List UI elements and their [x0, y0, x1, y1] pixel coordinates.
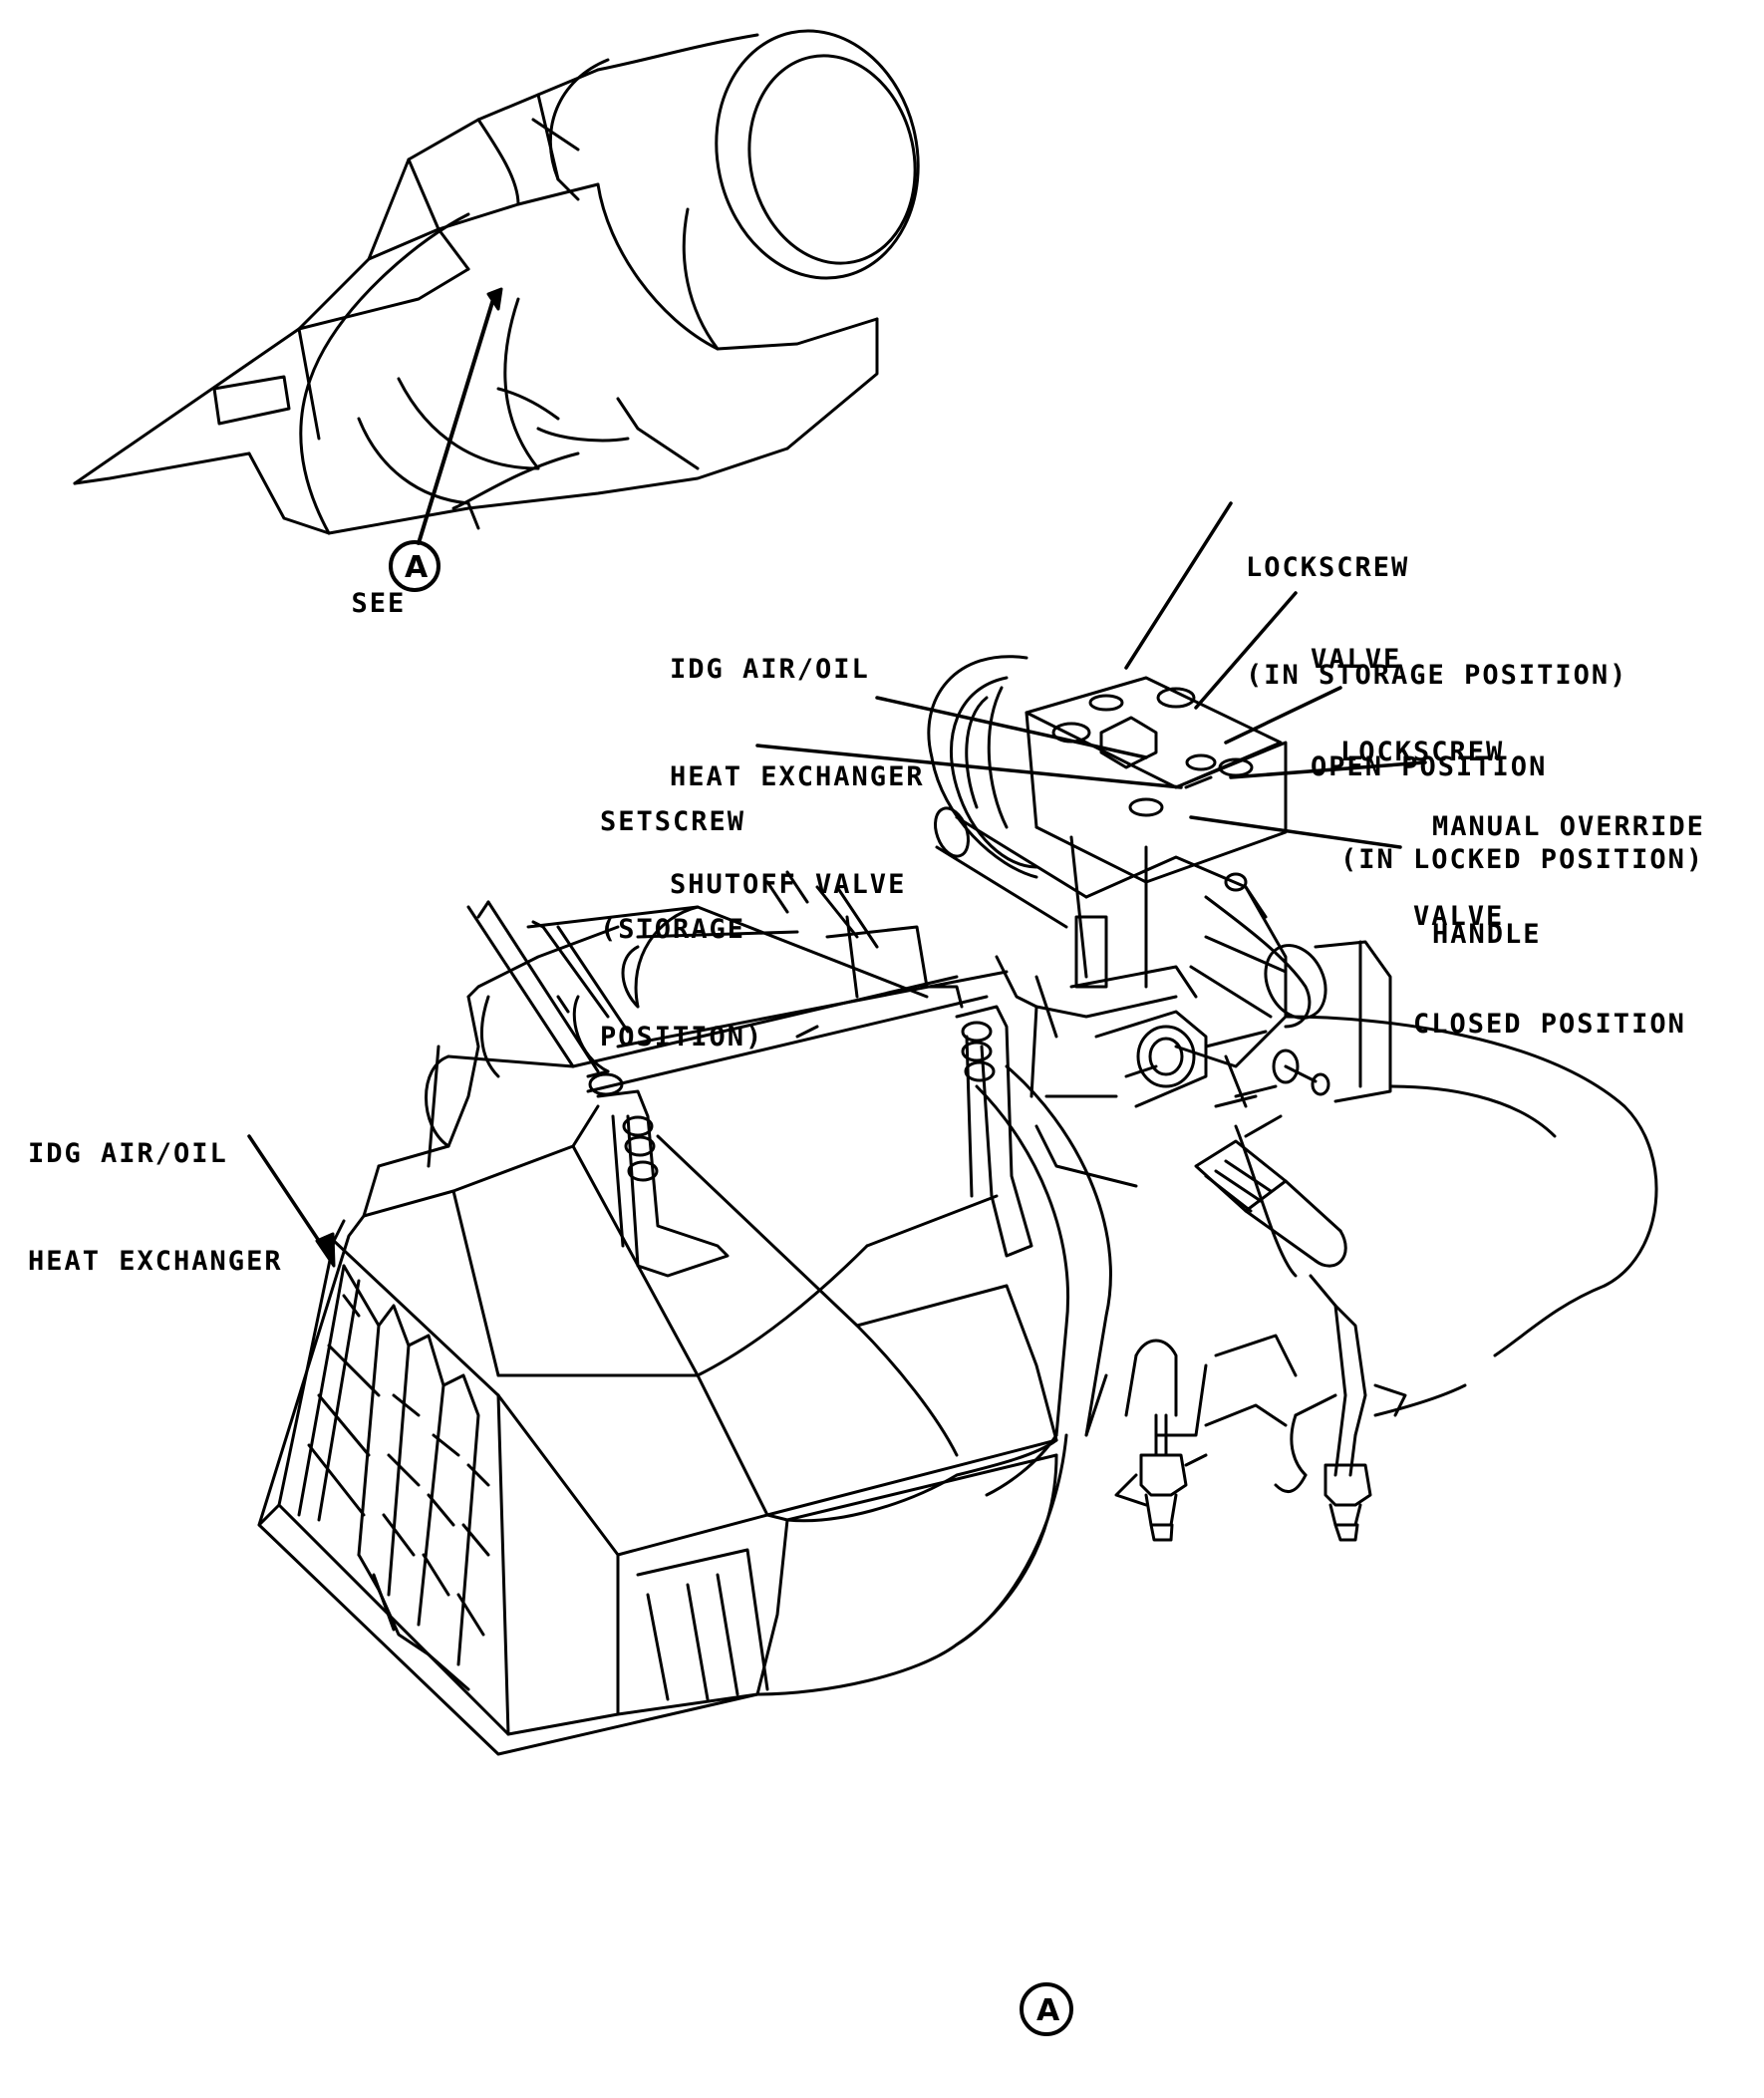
- lockscrew-storage-label: LOCKSCREW (IN STORAGE POSITION): [1246, 478, 1627, 730]
- lockscrew-locked-line-1: LOCKSCREW: [1340, 737, 1505, 767]
- detail-a-callout-top: A: [389, 540, 441, 592]
- detail-a-callout-bottom: A: [1020, 1982, 1073, 2036]
- idg-shutoff-valve-label: IDG AIR/OIL HEAT EXCHANGER SHUTOFF VALVE: [670, 580, 925, 939]
- detail-a-letter-bottom: A: [1036, 1993, 1060, 2028]
- lockscrew-locked-line-2: (IN LOCKED POSITION): [1340, 844, 1705, 875]
- manual-override-line-2: HANDLE: [1432, 919, 1542, 950]
- detail-a-letter-top: A: [405, 550, 429, 585]
- see-label: SEE: [315, 550, 406, 622]
- heat-exchanger-label: IDG AIR/OIL HEAT EXCHANGER: [28, 1064, 283, 1316]
- setscrew-line-3: POSITION): [600, 1022, 764, 1052]
- lockscrew-locked-label: LOCKSCREW (IN LOCKED POSITION): [1340, 663, 1704, 914]
- heat-exchanger-line-1: IDG AIR/OIL: [28, 1138, 228, 1169]
- heat-exchanger-line-2: HEAT EXCHANGER: [28, 1246, 283, 1277]
- valve-closed-line-1: VALVE: [1413, 901, 1505, 932]
- lockscrew-storage-line-1: LOCKSCREW: [1246, 552, 1410, 583]
- valve-open-line-2: OPEN POSITION: [1311, 751, 1548, 782]
- valve-open-label: VALVE OPEN POSITION: [1311, 570, 1547, 821]
- idg-shutoff-valve-line-2: HEAT EXCHANGER: [670, 761, 925, 792]
- setscrew-line-2: (STORAGE: [600, 914, 746, 945]
- engine-overview-drawing: [73, 29, 920, 545]
- manual-override-handle-label: MANUAL OVERRIDE HANDLE: [1432, 738, 1705, 989]
- setscrew-line-1: SETSCREW: [600, 806, 746, 837]
- valve-closed-line-2: CLOSED POSITION: [1413, 1009, 1686, 1040]
- see-text: SEE: [351, 588, 407, 619]
- manual-override-line-1: MANUAL OVERRIDE: [1432, 811, 1705, 842]
- idg-shutoff-valve-line-1: IDG AIR/OIL: [670, 654, 870, 685]
- valve-closed-label: VALVE CLOSED POSITION: [1413, 827, 1686, 1078]
- lockscrew-storage-line-2: (IN STORAGE POSITION): [1246, 660, 1628, 691]
- idg-shutoff-valve-line-3: SHUTOFF VALVE: [670, 869, 907, 900]
- setscrew-label: SETSCREW (STORAGE POSITION): [600, 733, 763, 1091]
- valve-open-line-1: VALVE: [1311, 644, 1402, 675]
- heat-exchanger-assembly-drawing: [247, 501, 1658, 1756]
